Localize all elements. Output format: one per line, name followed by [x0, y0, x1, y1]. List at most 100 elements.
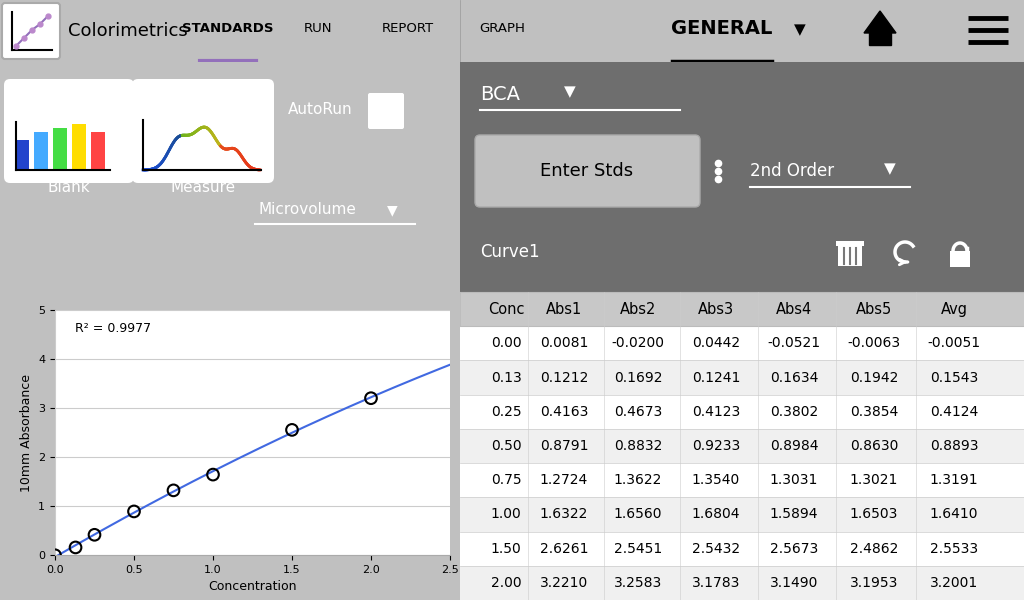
Text: Blank: Blank	[48, 179, 90, 194]
Text: Abs4: Abs4	[776, 302, 812, 317]
Text: 1.5894: 1.5894	[770, 508, 818, 521]
Bar	[15, 140, 29, 170]
Text: R² = 0.9977: R² = 0.9977	[75, 322, 151, 335]
Point	[47, 550, 63, 560]
Text: ▼: ▼	[387, 203, 397, 217]
Polygon shape	[864, 11, 896, 33]
Point	[284, 425, 300, 434]
Text: 0.75: 0.75	[490, 473, 521, 487]
Text: 1.3191: 1.3191	[930, 473, 978, 487]
Text: 0.4124: 0.4124	[930, 405, 978, 419]
Bar	[460, 532, 1024, 566]
Bar	[460, 292, 1024, 326]
Bar	[460, 62, 1024, 292]
Text: 0.3802: 0.3802	[770, 405, 818, 419]
Text: 1.3031: 1.3031	[770, 473, 818, 487]
Text: 0.9233: 0.9233	[692, 439, 740, 453]
Bar	[460, 361, 1024, 395]
Text: 3.1953: 3.1953	[850, 576, 898, 590]
Text: 0.4123: 0.4123	[692, 405, 740, 419]
Text: 1.2724: 1.2724	[540, 473, 588, 487]
Text: 0.1241: 0.1241	[692, 371, 740, 385]
Text: 2nd Order: 2nd Order	[750, 162, 835, 180]
Bar	[460, 566, 1024, 600]
Bar	[950, 251, 970, 267]
Text: -0.0063: -0.0063	[848, 337, 900, 350]
Y-axis label: 10mm Absorbance: 10mm Absorbance	[19, 373, 33, 491]
Point	[165, 485, 181, 495]
Bar	[869, 29, 891, 45]
Text: GENERAL: GENERAL	[672, 19, 773, 37]
Bar	[460, 395, 1024, 429]
Text: RUN: RUN	[304, 22, 332, 34]
Text: 1.6804: 1.6804	[692, 508, 740, 521]
Text: 3.2001: 3.2001	[930, 576, 978, 590]
Text: 2.5673: 2.5673	[770, 542, 818, 556]
Text: 1.3622: 1.3622	[613, 473, 663, 487]
Text: 3.1490: 3.1490	[770, 576, 818, 590]
Point	[362, 394, 379, 403]
Bar	[91, 132, 105, 170]
Text: Abs2: Abs2	[620, 302, 656, 317]
Text: ▼: ▼	[795, 22, 806, 37]
Text: 1.6410: 1.6410	[930, 508, 978, 521]
Text: Abs1: Abs1	[546, 302, 582, 317]
Text: 0.50: 0.50	[490, 439, 521, 453]
Text: 0.0442: 0.0442	[692, 337, 740, 350]
Text: 0.1942: 0.1942	[850, 371, 898, 385]
Text: BCA: BCA	[480, 85, 520, 103]
Text: GRAPH: GRAPH	[479, 22, 525, 34]
FancyBboxPatch shape	[475, 135, 700, 207]
Text: Avg: Avg	[940, 302, 968, 317]
Text: Conc: Conc	[487, 302, 524, 317]
Text: 1.00: 1.00	[490, 508, 521, 521]
Text: 0.8630: 0.8630	[850, 439, 898, 453]
Text: 0.13: 0.13	[490, 371, 521, 385]
Bar	[838, 246, 862, 266]
Point	[86, 530, 102, 539]
FancyBboxPatch shape	[2, 3, 60, 59]
Text: ▼: ▼	[884, 161, 896, 176]
Text: Enter Stds: Enter Stds	[541, 162, 634, 180]
Text: AutoRun: AutoRun	[288, 103, 352, 118]
Text: 0.1212: 0.1212	[540, 371, 588, 385]
Text: -0.0200: -0.0200	[611, 337, 665, 350]
Text: 2.5533: 2.5533	[930, 542, 978, 556]
Bar	[34, 132, 48, 170]
Text: 0.1634: 0.1634	[770, 371, 818, 385]
FancyBboxPatch shape	[368, 93, 404, 129]
X-axis label: Concentration: Concentration	[208, 580, 297, 593]
Bar	[460, 497, 1024, 532]
Text: 0.1543: 0.1543	[930, 371, 978, 385]
Text: 2.5432: 2.5432	[692, 542, 740, 556]
Bar	[72, 124, 86, 170]
Text: 0.00: 0.00	[490, 337, 521, 350]
Bar	[53, 128, 67, 170]
Text: 1.3021: 1.3021	[850, 473, 898, 487]
Text: Curve1: Curve1	[480, 243, 540, 261]
Text: 3.2583: 3.2583	[613, 576, 663, 590]
Text: Colorimetrics: Colorimetrics	[68, 22, 187, 40]
Text: 0.3854: 0.3854	[850, 405, 898, 419]
Bar	[460, 326, 1024, 361]
Text: 0.4163: 0.4163	[540, 405, 588, 419]
Text: 3.2210: 3.2210	[540, 576, 588, 590]
Text: -0.0051: -0.0051	[928, 337, 981, 350]
Text: 0.8984: 0.8984	[770, 439, 818, 453]
Text: Abs3: Abs3	[698, 302, 734, 317]
Text: 2.6261: 2.6261	[540, 542, 588, 556]
Text: 1.6560: 1.6560	[613, 508, 663, 521]
FancyBboxPatch shape	[4, 79, 134, 183]
Bar	[460, 429, 1024, 463]
Point	[205, 470, 221, 479]
Text: 0.25: 0.25	[490, 405, 521, 419]
Text: 1.3540: 1.3540	[692, 473, 740, 487]
Text: Abs5: Abs5	[856, 302, 892, 317]
Text: 2.4862: 2.4862	[850, 542, 898, 556]
Text: 2.00: 2.00	[490, 576, 521, 590]
Text: 2.5451: 2.5451	[613, 542, 663, 556]
Bar	[836, 241, 864, 246]
Bar	[460, 463, 1024, 497]
Text: REPORT: REPORT	[382, 22, 434, 34]
Text: Microvolume: Microvolume	[258, 202, 356, 217]
